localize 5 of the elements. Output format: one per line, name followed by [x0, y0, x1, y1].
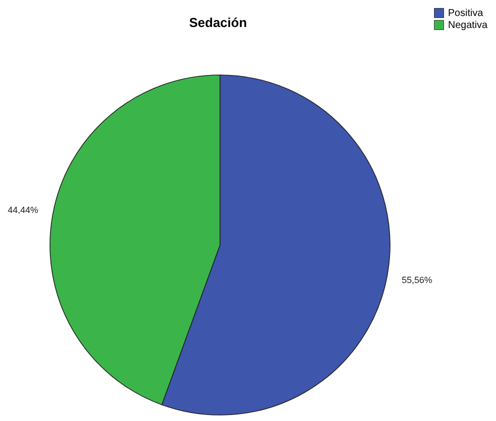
legend-label: Positiva	[448, 8, 484, 19]
data-label: 55,56%	[402, 274, 432, 285]
legend-label: Negativa	[448, 20, 488, 31]
data-label: 44,44%	[8, 205, 38, 216]
text: Sedación	[189, 15, 247, 30]
